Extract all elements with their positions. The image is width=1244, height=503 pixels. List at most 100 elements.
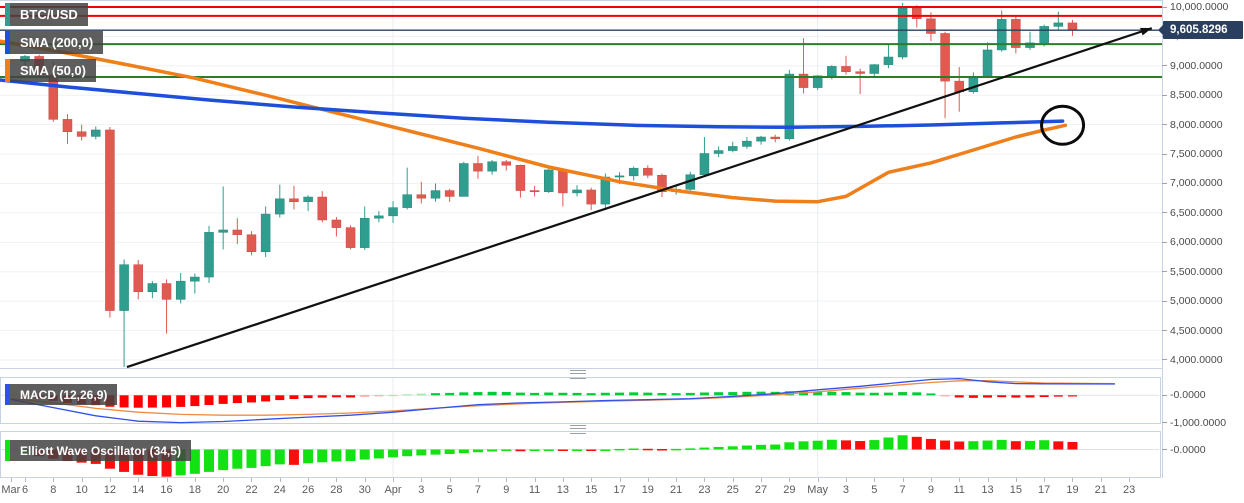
macd-histogram-bar bbox=[983, 395, 993, 398]
macd-histogram-bar bbox=[1067, 395, 1077, 397]
trendline-arrowhead bbox=[1140, 27, 1152, 36]
macd-axis-label-tick bbox=[1162, 422, 1167, 424]
candle-body bbox=[388, 207, 398, 217]
time-axis-tick bbox=[647, 478, 649, 482]
symbol-color-marker bbox=[5, 3, 10, 26]
ewo-histogram-bar bbox=[1025, 440, 1036, 450]
macd-histogram-bar bbox=[926, 393, 936, 396]
pane-resize-handle-macd[interactable] bbox=[570, 370, 586, 379]
ewo-histogram-bar bbox=[232, 449, 243, 469]
macd-histogram-bar bbox=[218, 395, 228, 404]
time-axis-label: 28 bbox=[330, 484, 343, 496]
time-axis-tick bbox=[53, 478, 55, 482]
price-axis-label-tick bbox=[1162, 94, 1167, 96]
candle-body bbox=[586, 189, 596, 205]
time-axis-label: 3 bbox=[418, 484, 425, 496]
time-axis-label: 27 bbox=[754, 484, 768, 496]
price-axis-label: 6,500.0000 bbox=[1170, 206, 1223, 219]
ewo-pane[interactable] bbox=[0, 431, 1161, 478]
time-axis-label: 24 bbox=[273, 484, 286, 496]
candle-body bbox=[161, 283, 172, 300]
pane-resize-handle-ewo[interactable] bbox=[570, 425, 586, 434]
time-axis-tick bbox=[619, 478, 621, 482]
ewo-histogram-bar bbox=[260, 449, 271, 467]
candle-body bbox=[444, 190, 455, 197]
price-axis-label-tick bbox=[1162, 241, 1167, 243]
sma-200-line bbox=[0, 78, 1065, 130]
time-axis-tick bbox=[704, 478, 706, 482]
level-lines-layer bbox=[0, 6, 1162, 79]
ewo-histogram-bar bbox=[968, 441, 979, 450]
macd-histogram-bar bbox=[1025, 395, 1035, 398]
time-axis-label: 3 bbox=[842, 484, 850, 496]
price-axis-label: 7,000.0000 bbox=[1170, 177, 1223, 190]
macd-histogram-bar bbox=[388, 395, 398, 397]
macd-pane-border bbox=[0, 377, 1161, 424]
trendline bbox=[126, 27, 1153, 369]
ewo-histogram-bar bbox=[727, 446, 738, 450]
time-axis-label: 6 bbox=[21, 484, 29, 496]
main-price-pane[interactable] bbox=[0, 0, 1162, 369]
time-axis-tick bbox=[987, 478, 989, 482]
time-axis-tick bbox=[845, 478, 847, 482]
ewo-histogram-bar bbox=[699, 447, 710, 450]
candle-body bbox=[713, 150, 724, 154]
candle-body bbox=[982, 49, 993, 77]
candle-body bbox=[374, 215, 384, 219]
price-axis-label-tick bbox=[1162, 300, 1167, 302]
ewo-histogram-bar bbox=[572, 449, 583, 451]
symbol-legend[interactable]: BTC/USD bbox=[5, 3, 88, 26]
time-axis[interactable]: Mar 6 8 10 12 14 16 18 20 22 24 26 28 30 Apr 3 5 7 9 11 13 15… bbox=[0, 478, 1163, 503]
candle-body bbox=[275, 198, 285, 215]
macd-histogram-bar bbox=[968, 395, 978, 398]
time-axis-tick bbox=[308, 478, 310, 482]
sma200-legend[interactable]: SMA (200,0) bbox=[5, 31, 104, 54]
macd-histogram-bar bbox=[119, 395, 129, 408]
ewo-histogram-bar bbox=[529, 449, 540, 451]
time-axis-label: Apr bbox=[384, 484, 402, 496]
price-axis-label: 8,000.0000 bbox=[1170, 118, 1223, 131]
price-axis-label: 10,000.0000 bbox=[1170, 1, 1229, 13]
time-axis-label: 21 bbox=[1094, 484, 1107, 496]
macd-histogram-bar bbox=[572, 392, 582, 396]
ewo-histogram-bar bbox=[996, 439, 1007, 450]
ewo-histogram-bar bbox=[345, 449, 356, 462]
time-axis-tick bbox=[194, 478, 196, 482]
macd-histogram-bar bbox=[346, 395, 356, 398]
macd-pane[interactable] bbox=[0, 377, 1161, 424]
candle-body bbox=[1067, 22, 1078, 31]
macd-legend[interactable]: MACD (12,26,9) bbox=[5, 384, 118, 405]
ewo-histogram-bar bbox=[402, 449, 413, 457]
candle-body bbox=[784, 73, 795, 140]
macd-histogram-bar bbox=[1011, 395, 1021, 398]
sma50-legend[interactable]: SMA (50,0) bbox=[5, 59, 96, 82]
macd-histogram-bar bbox=[246, 395, 256, 403]
candle-body bbox=[246, 234, 257, 252]
candle-body bbox=[798, 73, 809, 88]
macd-histogram-bar bbox=[756, 391, 766, 396]
ewo-color-marker bbox=[5, 440, 10, 461]
time-axis-label: 30 bbox=[358, 484, 371, 496]
candle-body bbox=[855, 71, 865, 74]
time-axis-label: 11 bbox=[528, 484, 541, 496]
time-axis-label: Mar bbox=[1, 484, 21, 496]
ewo-histogram-bar bbox=[656, 449, 667, 451]
time-axis-tick bbox=[1044, 478, 1046, 482]
time-axis-tick bbox=[874, 478, 876, 482]
ewo-histogram-bar bbox=[826, 439, 837, 450]
candle-body bbox=[416, 194, 427, 199]
ewo-legend[interactable]: Elliott Wave Oscillator (34,5) bbox=[5, 440, 191, 461]
candle-body bbox=[1039, 26, 1049, 44]
macd-histogram-bar bbox=[232, 395, 242, 404]
time-axis-tick bbox=[534, 478, 536, 482]
ewo-histogram-bar bbox=[274, 449, 285, 465]
macd-histogram-bar bbox=[317, 395, 327, 398]
ewo-histogram-bar bbox=[713, 446, 724, 450]
ewo-histogram-bar bbox=[614, 448, 625, 451]
macd-histogram-bar bbox=[699, 392, 709, 396]
macd-histogram-bar bbox=[643, 392, 653, 396]
ewo-histogram-bar bbox=[1010, 441, 1021, 450]
price-axis-label: 8,500.0000 bbox=[1170, 89, 1223, 102]
ewo-histogram-bar bbox=[147, 449, 158, 477]
macd-histogram-bar bbox=[190, 395, 200, 407]
